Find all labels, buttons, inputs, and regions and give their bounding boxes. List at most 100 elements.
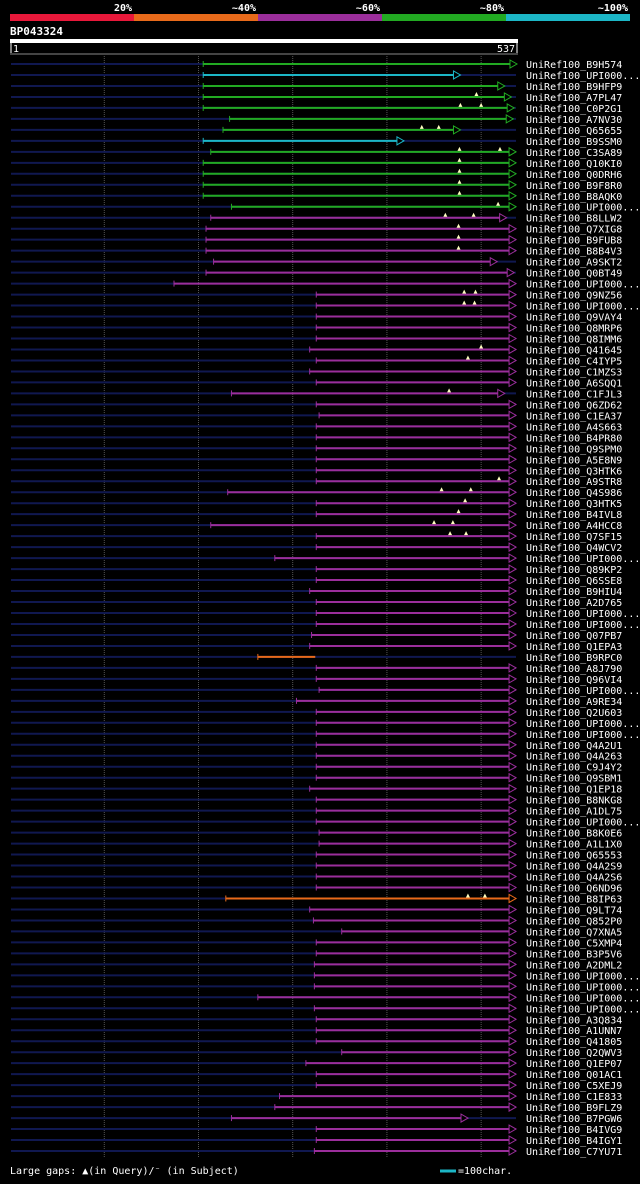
hit-label[interactable]: UniRef100_Q07PB7 (526, 631, 622, 642)
hit-row[interactable]: UniRef100_C0P2G1 (11, 102, 622, 115)
hit-row[interactable]: UniRef100_Q89KP2 (11, 564, 622, 576)
hit-label[interactable]: UniRef100_UPI000... (526, 302, 640, 313)
hit-label[interactable]: UniRef100_B9HIU4 (526, 587, 622, 598)
hit-row[interactable]: UniRef100_A7PL47 (11, 91, 622, 104)
hit-label[interactable]: UniRef100_B8NKG8 (526, 796, 622, 807)
hit-label[interactable]: UniRef100_B9FUB8 (526, 236, 622, 247)
hit-label[interactable]: UniRef100_B9F8R0 (526, 181, 622, 192)
hit-label[interactable]: UniRef100_Q8IMM6 (526, 335, 622, 346)
hit-row[interactable]: UniRef100_Q6SSE8 (11, 575, 622, 587)
hit-row[interactable]: UniRef100_Q852P0 (11, 915, 622, 927)
hit-label[interactable]: UniRef100_Q1EPA3 (526, 642, 622, 653)
hit-row[interactable]: UniRef100_Q0BT49 (11, 267, 622, 280)
hit-row[interactable]: UniRef100_Q0DRH6 (11, 168, 622, 181)
hit-label[interactable]: UniRef100_UPI000... (526, 1004, 640, 1015)
hit-label[interactable]: UniRef100_C5XMP4 (526, 938, 622, 949)
hit-label[interactable]: UniRef100_B3P5V6 (526, 949, 622, 960)
hit-label[interactable]: UniRef100_B8AQK0 (526, 192, 622, 203)
hit-row[interactable]: UniRef100_A4S663 (11, 421, 622, 433)
hit-label[interactable]: UniRef100_B8IP63 (526, 894, 622, 905)
hit-row[interactable]: UniRef100_B4IVL8 (11, 509, 622, 521)
hit-label[interactable]: UniRef100_Q6ZD62 (526, 400, 622, 411)
hit-label[interactable]: UniRef100_UPI000... (526, 982, 640, 993)
hit-label[interactable]: UniRef100_UPI000... (526, 71, 640, 82)
hit-label[interactable]: UniRef100_B4PR80 (526, 433, 622, 444)
hit-row[interactable]: UniRef100_Q3HTK5 (11, 498, 622, 510)
hit-row[interactable]: UniRef100_C3SA89 (11, 146, 622, 159)
hit-label[interactable]: UniRef100_Q01AC1 (526, 1070, 622, 1081)
hit-label[interactable]: UniRef100_Q6ND96 (526, 884, 622, 895)
hit-label[interactable]: UniRef100_Q2QWV3 (526, 1048, 622, 1059)
hit-label[interactable]: UniRef100_Q9LT74 (526, 905, 622, 916)
hit-row[interactable]: UniRef100_Q07PB7 (11, 630, 622, 642)
hit-label[interactable]: UniRef100_Q4A2S9 (526, 862, 622, 873)
hit-label[interactable]: UniRef100_C1EA37 (526, 411, 622, 422)
hit-row[interactable]: UniRef100_Q2QWV3 (11, 1047, 622, 1059)
hit-row[interactable]: UniRef100_A9SKT2 (11, 256, 622, 269)
hit-row[interactable]: UniRef100_A5E8N9 (11, 454, 622, 466)
hit-label[interactable]: UniRef100_Q9VAY4 (526, 313, 622, 324)
hit-row[interactable]: UniRef100_UPI000... (11, 970, 640, 982)
hit-label[interactable]: UniRef100_UPI000... (526, 620, 640, 631)
hit-row[interactable]: UniRef100_UPI000... (11, 728, 640, 741)
hit-row[interactable]: UniRef100_C1MZS3 (11, 366, 622, 378)
hit-label[interactable]: UniRef100_A1DL75 (526, 807, 622, 818)
hit-row[interactable]: UniRef100_A2DML2 (11, 959, 622, 971)
hit-row[interactable]: UniRef100_A8J790 (11, 663, 622, 675)
hit-row[interactable]: UniRef100_UPI000... (11, 201, 640, 214)
hit-row[interactable]: UniRef100_B8AQK0 (11, 190, 622, 203)
hit-row[interactable]: UniRef100_Q8MRP6 (11, 322, 622, 335)
hit-row[interactable]: UniRef100_A1DL75 (11, 805, 622, 818)
hit-row[interactable]: UniRef100_C1E833 (11, 1091, 622, 1103)
hit-row[interactable]: UniRef100_Q4S986 (11, 487, 622, 499)
hit-label[interactable]: UniRef100_B4IVL8 (526, 510, 622, 521)
hit-label[interactable]: UniRef100_Q0DRH6 (526, 170, 622, 181)
hit-label[interactable]: UniRef100_Q852P0 (526, 916, 622, 927)
hit-label[interactable]: UniRef100_UPI000... (526, 686, 640, 697)
hit-row[interactable]: UniRef100_UPI000... (11, 717, 640, 730)
hit-label[interactable]: UniRef100_UPI000... (526, 730, 640, 741)
hit-label[interactable]: UniRef100_A9RE34 (526, 697, 622, 708)
hit-label[interactable]: UniRef100_C5XEJ9 (526, 1081, 622, 1092)
hit-row[interactable]: UniRef100_A6SQQ1 (11, 377, 622, 389)
hit-row[interactable]: UniRef100_C1FJL3 (11, 388, 622, 400)
hit-row[interactable]: UniRef100_UPI000... (11, 684, 640, 697)
hit-row[interactable]: UniRef100_B4PR80 (11, 432, 622, 444)
hit-row[interactable]: UniRef100_Q8IMM6 (11, 333, 622, 346)
hit-label[interactable]: UniRef100_UPI000... (526, 280, 640, 291)
hit-row[interactable]: UniRef100_UPI000... (11, 553, 640, 565)
hit-label[interactable]: UniRef100_Q4WCV2 (526, 543, 622, 554)
hit-label[interactable]: UniRef100_A2D765 (526, 598, 622, 609)
hit-row[interactable]: UniRef100_UPI000... (11, 608, 640, 620)
hit-row[interactable]: UniRef100_B8LLW2 (11, 212, 622, 225)
hit-row[interactable]: UniRef100_Q41805 (11, 1036, 622, 1048)
hit-label[interactable]: UniRef100_B9HFP9 (526, 82, 622, 93)
hit-row[interactable]: UniRef100_C9J4Y2 (11, 761, 622, 774)
hit-row[interactable]: UniRef100_Q9VAY4 (11, 311, 622, 324)
hit-row[interactable]: UniRef100_UPI000... (11, 278, 640, 291)
hit-label[interactable]: UniRef100_Q4A263 (526, 752, 622, 763)
hit-row[interactable]: UniRef100_UPI000... (11, 1003, 640, 1015)
hit-row[interactable]: UniRef100_Q6ND96 (11, 882, 622, 895)
hit-label[interactable]: UniRef100_C7YU71 (526, 1147, 622, 1158)
hit-label[interactable]: UniRef100_UPI000... (526, 719, 640, 730)
hit-row[interactable]: UniRef100_B8NKG8 (11, 794, 622, 807)
hit-label[interactable]: UniRef100_B7PGW6 (526, 1114, 622, 1125)
hit-row[interactable]: UniRef100_C1EA37 (11, 410, 622, 422)
hit-row[interactable]: UniRef100_Q4A263 (11, 750, 622, 763)
hit-label[interactable]: UniRef100_Q9SPM0 (526, 444, 622, 455)
hit-label[interactable]: UniRef100_A4HCC8 (526, 521, 622, 532)
hit-label[interactable]: UniRef100_Q4S986 (526, 488, 622, 499)
hit-row[interactable]: UniRef100_Q7XNA5 (11, 926, 622, 938)
hit-label[interactable]: UniRef100_B9H574 (526, 60, 622, 71)
hit-row[interactable]: UniRef100_UPI000... (11, 300, 640, 313)
hit-label[interactable]: UniRef100_A9SKT2 (526, 258, 622, 269)
hit-label[interactable]: UniRef100_A7NV30 (526, 115, 622, 126)
hit-row[interactable]: UniRef100_B9HFP9 (11, 81, 622, 93)
hit-label[interactable]: UniRef100_C1FJL3 (526, 389, 622, 400)
hit-label[interactable]: UniRef100_UPI000... (526, 609, 640, 620)
hit-row[interactable]: UniRef100_Q4A2S6 (11, 871, 622, 884)
hit-label[interactable]: UniRef100_A3Q834 (526, 1015, 622, 1026)
hit-label[interactable]: UniRef100_Q41645 (526, 345, 622, 356)
hit-row[interactable]: UniRef100_UPI000... (11, 816, 640, 829)
